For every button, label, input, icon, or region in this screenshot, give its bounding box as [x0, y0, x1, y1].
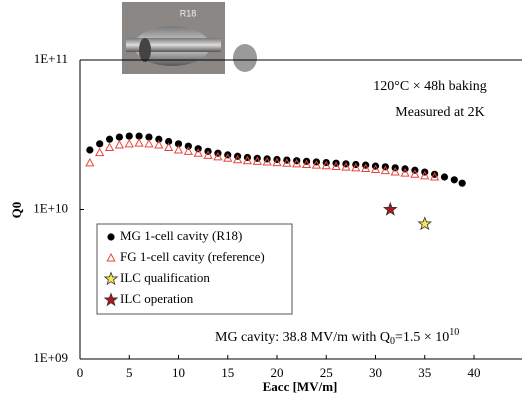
cavity-photo: R18 [122, 2, 225, 74]
x-tick-label: 40 [468, 365, 481, 380]
legend-marker [107, 233, 115, 241]
y-tick-label: 1E+11 [34, 51, 68, 66]
y-axis-label: Q0 [9, 202, 24, 219]
note-text: MG cavity: 38.8 MV/m with Q [215, 330, 390, 345]
point [331, 161, 341, 170]
x-tick-label: 25 [320, 365, 333, 380]
x-tick-label: 20 [271, 365, 284, 380]
point [155, 135, 163, 143]
point [232, 154, 243, 164]
note-text: =1.5 × 10 [395, 330, 449, 345]
legend-marker [106, 252, 116, 262]
point [124, 138, 134, 148]
point [114, 139, 125, 149]
note-sub: 0 [390, 336, 395, 347]
x-tick-label: 5 [126, 365, 133, 380]
point [262, 156, 272, 166]
x-axis-label: Eacc [MV/m] [263, 379, 338, 394]
legend: MG 1-cell cavity (R18) FG 1-cell cavity (… [96, 223, 293, 315]
point [223, 153, 233, 162]
point [370, 164, 381, 174]
point [272, 157, 282, 167]
point [410, 169, 420, 178]
legend-label: ILC qualification [120, 270, 210, 285]
point [252, 156, 262, 165]
point [292, 158, 302, 168]
photo-fragment [233, 44, 257, 72]
point [183, 146, 193, 155]
point [184, 142, 192, 150]
point [105, 135, 114, 143]
point [125, 132, 133, 140]
point [420, 170, 430, 180]
point [242, 155, 253, 165]
legend-label: ILC operation [120, 291, 194, 306]
point [341, 162, 351, 171]
point [301, 159, 312, 168]
point [165, 137, 173, 146]
point [382, 201, 398, 216]
point [85, 157, 95, 167]
point [144, 138, 154, 148]
point [351, 162, 361, 172]
point [440, 173, 449, 181]
legend-label: MG 1-cell cavity (R18) [120, 228, 242, 243]
photo-label: R18 [180, 8, 197, 18]
point [282, 158, 292, 167]
point [193, 148, 203, 157]
point [86, 146, 94, 154]
point [417, 216, 433, 231]
point [95, 147, 105, 157]
x-tick-label: 10 [172, 365, 185, 380]
point [311, 160, 322, 169]
annotation: 120°C × 48h baking [373, 79, 486, 94]
point [203, 150, 213, 159]
point [400, 168, 410, 177]
point [450, 176, 458, 184]
point [134, 138, 144, 147]
annotation: Measured at 2K [395, 105, 484, 120]
note-sup: 10 [449, 327, 459, 338]
y-tick-label: 1E+09 [33, 350, 68, 365]
y-tick-label: 1E+10 [33, 200, 68, 215]
point [145, 133, 153, 141]
point [154, 139, 164, 149]
point [361, 163, 371, 173]
point [390, 167, 400, 176]
legend-label: FG 1-cell cavity (reference) [120, 249, 265, 264]
point [213, 151, 223, 161]
point [458, 179, 466, 187]
point [96, 140, 104, 148]
point [321, 160, 331, 170]
legend-marker [103, 271, 119, 286]
point [429, 171, 440, 181]
point [164, 142, 174, 151]
result-note: MG cavity: 38.8 MV/m with Q0=1.5 × 1010 [215, 327, 459, 347]
x-tick-label: 30 [369, 365, 382, 380]
point [380, 165, 390, 175]
point [115, 133, 123, 141]
point [135, 132, 143, 140]
point [174, 140, 183, 148]
x-tick-label: 35 [418, 365, 431, 380]
point [104, 142, 115, 151]
point [173, 144, 184, 154]
legend-box [96, 223, 293, 315]
x-tick-label: 15 [221, 365, 234, 380]
legend-marker [103, 292, 119, 307]
x-tick-label: 0 [77, 365, 84, 380]
